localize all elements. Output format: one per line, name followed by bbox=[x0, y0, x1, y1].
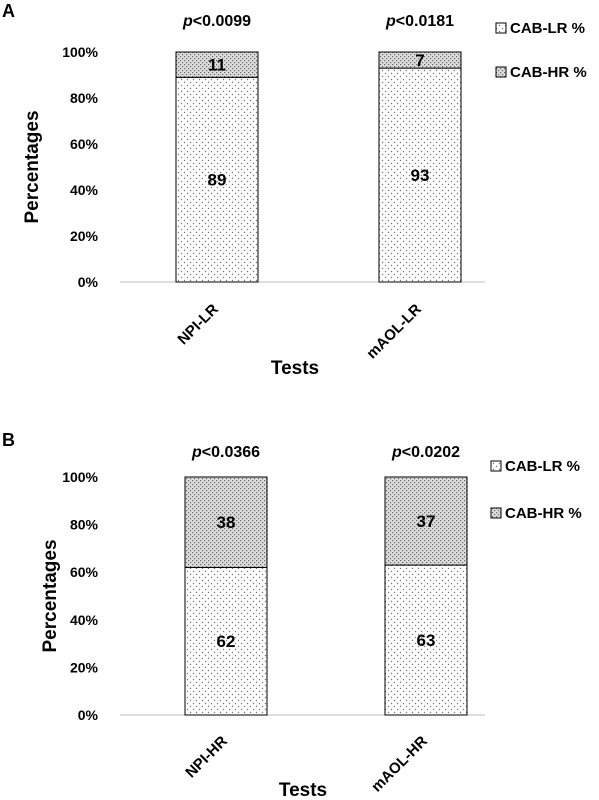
x-tick-label: mAOL-HR bbox=[368, 733, 431, 796]
data-label: 11 bbox=[208, 56, 226, 75]
y-tick-label: 80% bbox=[70, 517, 99, 533]
legend-swatch bbox=[490, 460, 502, 472]
bar-segment-cab-hr bbox=[384, 476, 468, 566]
legend-swatch bbox=[490, 507, 502, 519]
p-value-annotation: p<0.0366 bbox=[191, 444, 260, 461]
x-tick-label: NPI-LR bbox=[174, 301, 221, 348]
y-axis-title: Percentages bbox=[40, 539, 61, 652]
p-value-annotation: p<0.0181 bbox=[385, 13, 454, 30]
data-label: 62 bbox=[217, 632, 236, 651]
x-axis-title: Tests bbox=[271, 358, 319, 379]
legend-label: CAB-HR % bbox=[510, 64, 587, 81]
p-value-annotation: p<0.0099 bbox=[182, 13, 251, 30]
y-tick-label: 80% bbox=[70, 90, 99, 106]
legend-label: CAB-LR % bbox=[505, 458, 580, 475]
bar-segment-cab-hr bbox=[175, 51, 259, 78]
y-tick-label: 40% bbox=[70, 612, 99, 628]
legend-swatch bbox=[495, 66, 507, 78]
x-axis-title: Tests bbox=[279, 780, 327, 800]
bar-segment-cab-hr bbox=[378, 51, 462, 69]
data-label: 37 bbox=[417, 512, 436, 531]
chart-panel-a: 0% 20% 40% 60% 80% 100% Percentages 89 11 p<0.009… bbox=[22, 13, 587, 379]
y-tick-label: 60% bbox=[70, 136, 99, 152]
x-tick-label: mAOL-LR bbox=[363, 301, 425, 363]
data-label: 89 bbox=[208, 171, 227, 190]
y-tick-label: 0% bbox=[78, 707, 99, 723]
y-tick-label: 0% bbox=[78, 274, 99, 290]
y-tick-label: 20% bbox=[70, 659, 99, 675]
legend-swatch bbox=[495, 22, 507, 34]
y-tick-label: 100% bbox=[62, 44, 98, 60]
bar-segment-cab-hr bbox=[184, 476, 268, 568]
y-tick-label: 40% bbox=[70, 182, 99, 198]
panel-b-letter: B bbox=[2, 430, 15, 450]
bar-segment-cab-lr bbox=[175, 76, 259, 283]
p-value-annotation: p<0.0202 bbox=[391, 444, 460, 461]
chart-panel-b: 0% 20% 40% 60% 80% 100% Percentages 62 38 p<0.036… bbox=[40, 444, 582, 800]
y-tick-label: 60% bbox=[70, 564, 99, 580]
data-label: 7 bbox=[415, 51, 424, 70]
x-tick-label: NPI-HR bbox=[182, 733, 231, 782]
data-label: 93 bbox=[411, 166, 430, 185]
data-label: 63 bbox=[417, 631, 436, 650]
legend-label: CAB-HR % bbox=[505, 505, 582, 522]
legend-label: CAB-LR % bbox=[510, 20, 585, 37]
y-axis-title: Percentages bbox=[22, 110, 43, 223]
y-tick-label: 20% bbox=[70, 228, 99, 244]
data-label: 38 bbox=[217, 513, 236, 532]
panel-a-letter: A bbox=[2, 1, 15, 21]
bar-segment-cab-lr bbox=[378, 67, 462, 283]
y-tick-label: 100% bbox=[62, 469, 98, 485]
